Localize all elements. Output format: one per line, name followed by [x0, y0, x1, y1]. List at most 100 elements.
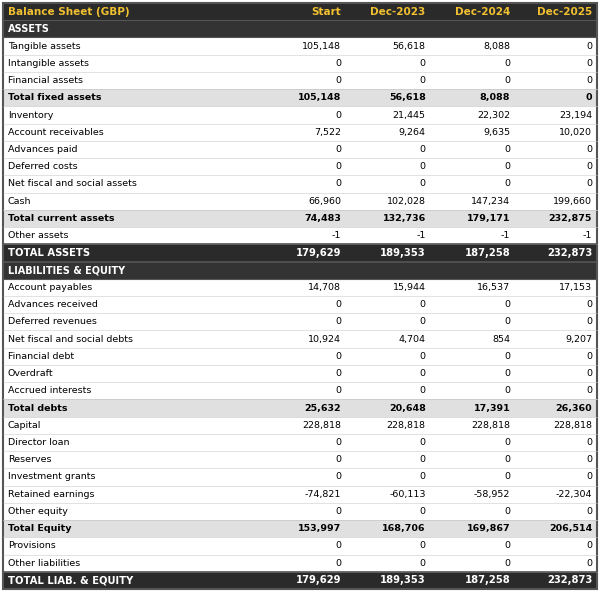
Bar	[3, 313, 597, 330]
Bar	[3, 124, 597, 141]
Text: 74,483: 74,483	[304, 214, 341, 223]
Text: 0: 0	[586, 179, 592, 188]
Text: Other liabilities: Other liabilities	[8, 559, 80, 568]
Bar	[3, 572, 597, 589]
Bar	[3, 192, 597, 210]
Text: 0: 0	[586, 455, 592, 464]
Text: LIABILITIES & EQUITY: LIABILITIES & EQUITY	[8, 265, 125, 275]
Text: 0: 0	[419, 472, 425, 481]
Text: Net fiscal and social assets: Net fiscal and social assets	[8, 179, 137, 188]
Text: 0: 0	[586, 145, 592, 154]
Text: 169,867: 169,867	[467, 524, 511, 533]
Text: 9,264: 9,264	[398, 128, 425, 137]
Text: 8,088: 8,088	[480, 94, 511, 102]
Text: TOTAL ASSETS: TOTAL ASSETS	[8, 248, 90, 258]
Text: 228,818: 228,818	[302, 421, 341, 430]
Text: 0: 0	[505, 369, 511, 378]
Text: 0: 0	[335, 59, 341, 68]
Text: 0: 0	[419, 438, 425, 447]
Text: 0: 0	[586, 317, 592, 326]
Text: 0: 0	[586, 369, 592, 378]
Text: 0: 0	[335, 438, 341, 447]
Bar	[3, 365, 597, 382]
Text: 25,632: 25,632	[304, 404, 341, 413]
Text: Deferred revenues: Deferred revenues	[8, 317, 97, 326]
Text: Provisions: Provisions	[8, 542, 56, 551]
Text: 0: 0	[505, 542, 511, 551]
Bar	[3, 468, 597, 485]
Bar	[3, 262, 597, 279]
Text: Account receivables: Account receivables	[8, 128, 104, 137]
Text: 0: 0	[505, 162, 511, 171]
Text: Financial assets: Financial assets	[8, 76, 83, 85]
Text: 199,660: 199,660	[553, 197, 592, 205]
Bar	[3, 417, 597, 434]
Text: 10,020: 10,020	[559, 128, 592, 137]
Text: 187,258: 187,258	[464, 575, 511, 585]
Text: 0: 0	[419, 300, 425, 309]
Text: 4,704: 4,704	[398, 334, 425, 343]
Text: 0: 0	[586, 76, 592, 85]
Text: 0: 0	[586, 472, 592, 481]
Text: 0: 0	[419, 369, 425, 378]
Text: Director loan: Director loan	[8, 438, 70, 447]
Text: Financial debt: Financial debt	[8, 352, 74, 361]
Text: 9,635: 9,635	[483, 128, 511, 137]
Text: Advances received: Advances received	[8, 300, 98, 309]
Text: Account payables: Account payables	[8, 283, 92, 292]
Text: 0: 0	[586, 387, 592, 395]
Bar	[3, 37, 597, 54]
Bar	[3, 279, 597, 296]
Bar	[3, 348, 597, 365]
Text: 0: 0	[335, 507, 341, 516]
Bar	[3, 54, 597, 72]
Text: 23,194: 23,194	[559, 111, 592, 120]
Bar	[3, 141, 597, 158]
Bar	[3, 158, 597, 175]
Text: 0: 0	[335, 387, 341, 395]
Text: 232,875: 232,875	[548, 214, 592, 223]
Text: 22,302: 22,302	[477, 111, 511, 120]
Text: 0: 0	[419, 162, 425, 171]
Text: 21,445: 21,445	[392, 111, 425, 120]
Text: -1: -1	[501, 231, 511, 240]
Bar	[3, 210, 597, 227]
Text: 0: 0	[505, 317, 511, 326]
Text: 0: 0	[505, 455, 511, 464]
Text: 9,207: 9,207	[565, 334, 592, 343]
Bar	[3, 400, 597, 417]
Bar	[3, 485, 597, 503]
Text: -22,304: -22,304	[556, 490, 592, 498]
Text: -1: -1	[332, 231, 341, 240]
Text: 0: 0	[419, 317, 425, 326]
Text: 0: 0	[335, 145, 341, 154]
Text: 0: 0	[419, 145, 425, 154]
Text: -1: -1	[583, 231, 592, 240]
Bar	[3, 244, 597, 262]
Text: 0: 0	[586, 352, 592, 361]
Text: 0: 0	[335, 352, 341, 361]
Text: 0: 0	[335, 472, 341, 481]
Text: Total debts: Total debts	[8, 404, 67, 413]
Text: 0: 0	[419, 352, 425, 361]
Text: 0: 0	[335, 300, 341, 309]
Bar	[3, 434, 597, 451]
Text: 189,353: 189,353	[380, 248, 425, 258]
Bar	[3, 382, 597, 400]
Text: Inventory: Inventory	[8, 111, 53, 120]
Text: TOTAL LIAB. & EQUITY: TOTAL LIAB. & EQUITY	[8, 575, 133, 585]
Text: Other equity: Other equity	[8, 507, 68, 516]
Text: 0: 0	[419, 76, 425, 85]
Text: 17,391: 17,391	[473, 404, 511, 413]
Text: Dec-2023: Dec-2023	[370, 7, 425, 17]
Text: Advances paid: Advances paid	[8, 145, 77, 154]
Text: 168,706: 168,706	[382, 524, 425, 533]
Text: 56,618: 56,618	[389, 94, 425, 102]
Text: 0: 0	[419, 455, 425, 464]
Text: -58,952: -58,952	[474, 490, 511, 498]
Text: 0: 0	[335, 455, 341, 464]
Text: 179,171: 179,171	[467, 214, 511, 223]
Text: 0: 0	[586, 438, 592, 447]
Text: 0: 0	[419, 507, 425, 516]
Text: Net fiscal and social debts: Net fiscal and social debts	[8, 334, 133, 343]
